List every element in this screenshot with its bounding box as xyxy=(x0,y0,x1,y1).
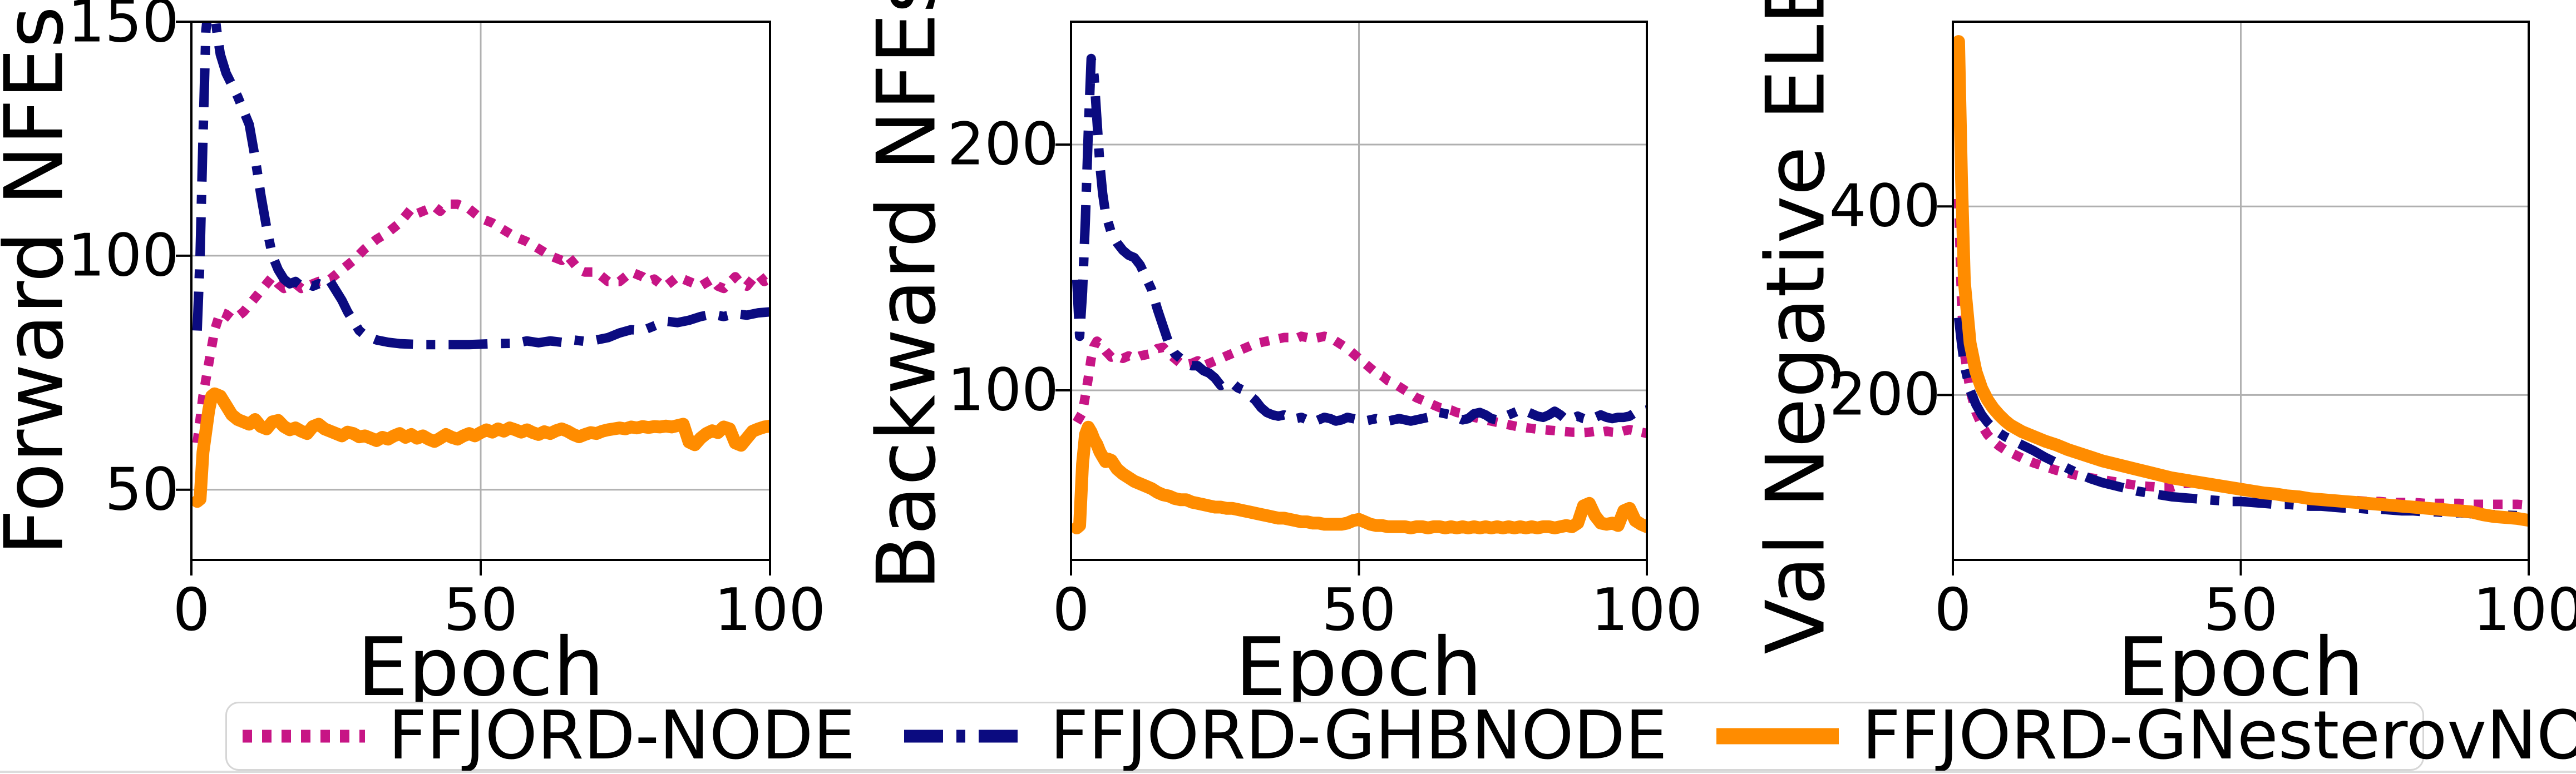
y-axis-label: Backward NFEs xyxy=(860,0,954,591)
series-ffjord-ghbnode xyxy=(1953,317,2529,521)
x-tick-label: 0 xyxy=(1934,576,1972,644)
legend-label: FFJORD-GHBNODE xyxy=(1050,697,1667,774)
backward-nfes-plot xyxy=(1055,21,1648,575)
ffjord-node-line-sample xyxy=(243,730,365,743)
series-ffjord-ghbnode xyxy=(192,22,770,350)
y-tick-label: 100 xyxy=(67,221,179,290)
x-axis-label: Epoch xyxy=(1235,621,1482,715)
bottom-divider-line xyxy=(0,771,2576,773)
legend-label: FFJORD-NODE xyxy=(388,697,856,774)
series-ffjord-gnesterovnode xyxy=(1071,420,1647,534)
x-axis-label: Epoch xyxy=(357,621,604,715)
y-tick-label: 400 xyxy=(1829,172,1941,240)
x-tick-label: 50 xyxy=(2203,576,2278,644)
series-ffjord-ghbnode xyxy=(1072,53,1647,427)
x-tick-label: 0 xyxy=(172,576,210,644)
axes-spines xyxy=(1952,21,2530,561)
legend-label: FFJORD-GNesterovNODE xyxy=(1862,697,2576,774)
x-tick-label: 100 xyxy=(714,576,826,644)
x-tick-label: 50 xyxy=(443,576,518,644)
forward-nfes-plot xyxy=(176,21,771,575)
val-negative-elbo-plot xyxy=(1937,21,2530,575)
legend-item-ffjord-gnesterovnode: FFJORD-GNesterovNODE xyxy=(1716,703,2576,770)
x-axis-label: Epoch xyxy=(2117,621,2364,715)
legend-item-ffjord-node: FFJORD-NODE xyxy=(243,703,855,770)
x-tick-label: 50 xyxy=(1321,576,1396,644)
y-tick-label: 200 xyxy=(947,110,1059,178)
y-tick-label: 200 xyxy=(1829,360,1941,429)
axes-spines xyxy=(190,21,771,561)
y-tick-label: 150 xyxy=(67,0,179,56)
legend-item-ffjord-ghbnode: FFJORD-GHBNODE xyxy=(904,703,1667,770)
y-tick-label: 100 xyxy=(947,356,1059,424)
x-tick-label: 0 xyxy=(1052,576,1090,644)
axes-spines xyxy=(1070,21,1648,561)
series-ffjord-node xyxy=(192,199,770,444)
series-ffjord-node xyxy=(1953,199,2529,510)
ffjord-ghbnode-line-sample xyxy=(904,730,1027,743)
ffjord-gnesterovnode-line-sample xyxy=(1716,728,1839,745)
y-axis-label: Forward NFEs xyxy=(0,6,82,556)
y-tick-label: 50 xyxy=(105,455,179,524)
series-ffjord-node xyxy=(1072,331,1647,438)
series-ffjord-gnesterovnode xyxy=(1953,35,2529,527)
x-tick-label: 100 xyxy=(1591,576,1703,644)
series-ffjord-gnesterovnode xyxy=(191,387,770,508)
y-axis-label: Val Negative ELBO xyxy=(1749,0,1843,654)
x-tick-label: 100 xyxy=(2473,576,2576,644)
legend: FFJORD-NODE FFJORD-GHBNODE FFJORD-GNeste… xyxy=(225,702,2576,771)
